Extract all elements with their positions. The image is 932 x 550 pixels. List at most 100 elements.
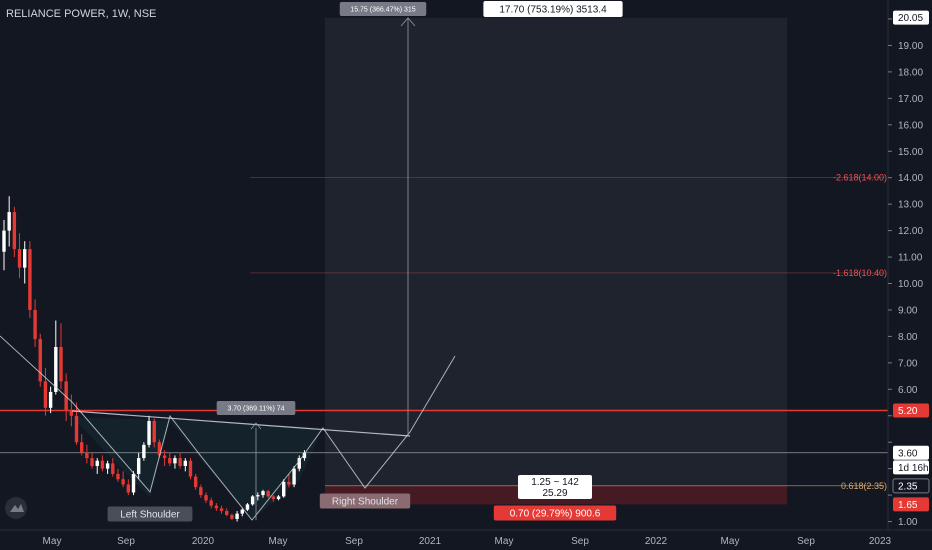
price-label: 20.05 xyxy=(898,13,923,24)
candle-body xyxy=(282,481,286,497)
candle-body xyxy=(287,481,291,485)
fib-label: 0.618(2.35) xyxy=(841,481,887,491)
candle-body xyxy=(261,491,265,496)
y-tick-label: 16.00 xyxy=(898,120,923,131)
candle-body xyxy=(12,212,17,250)
candle-body xyxy=(105,463,110,469)
target-box-label-bg xyxy=(483,1,623,17)
left-shoulder-label: Left Shoulder xyxy=(120,510,180,521)
fib-label: -2.618(14.00) xyxy=(833,173,887,183)
x-tick-label: Sep xyxy=(571,536,589,547)
drawing-background-layer xyxy=(72,17,787,521)
candle-body xyxy=(256,495,260,497)
candle-body xyxy=(240,509,244,514)
y-tick-label: 12.00 xyxy=(898,226,923,237)
y-tick-label: 18.00 xyxy=(898,67,923,78)
head-shoulders-path xyxy=(0,335,456,521)
candle-body xyxy=(162,455,167,459)
y-tick-label: 13.00 xyxy=(898,200,923,211)
price-label-bg xyxy=(892,478,930,494)
candle-body xyxy=(95,460,99,467)
y-tick-label: 14.00 xyxy=(898,173,923,184)
stop-box-label: 0.70 (29.79%) 900.6 xyxy=(510,509,601,520)
candle-body xyxy=(17,249,22,268)
x-tick-label: May xyxy=(495,536,514,547)
candle-body xyxy=(245,504,250,510)
candle-body xyxy=(276,496,281,500)
price-label: 2.35 xyxy=(898,481,918,492)
candle-body xyxy=(116,473,120,480)
logo-mark xyxy=(10,504,24,512)
y-tick-label: 7.00 xyxy=(898,358,918,369)
candle-body xyxy=(69,410,74,416)
right-shoulder-label: Right Shoulder xyxy=(332,497,399,508)
y-tick-label: 8.00 xyxy=(898,332,918,343)
candle-body xyxy=(178,458,182,467)
entry-label-line1: 1.25 ~ 142 xyxy=(531,477,579,488)
candle-body xyxy=(183,460,187,467)
y-tick-label: 9.00 xyxy=(898,305,918,316)
price-label-bg xyxy=(893,460,929,475)
candle-body xyxy=(64,381,68,411)
target-box-label: 17.70 (753.19%) 3513.4 xyxy=(499,5,607,16)
candle-body xyxy=(173,458,177,464)
candle-body xyxy=(168,458,172,464)
grid-layer: -2.618(14.00) -1.618(10.40) 0.618(2.35) xyxy=(0,173,888,491)
candle-body xyxy=(209,500,213,506)
candle-body xyxy=(48,391,53,408)
x-tick-label: Sep xyxy=(345,536,363,547)
candle-body xyxy=(100,460,105,469)
candle-body xyxy=(214,505,219,509)
y-tick-label: 10.00 xyxy=(898,279,923,290)
candle-body xyxy=(59,346,63,382)
left-shoulder-label-bg xyxy=(107,506,193,522)
candle-body xyxy=(188,460,193,477)
stop-box-label-bg xyxy=(493,505,617,521)
x-tick-label: 2023 xyxy=(869,536,892,547)
candle-body xyxy=(74,415,79,443)
candle-body xyxy=(199,487,203,496)
price-label: 1.65 xyxy=(898,500,918,511)
price-label: 3.60 xyxy=(898,448,918,459)
candle-body xyxy=(80,442,84,453)
candle-body xyxy=(302,452,307,459)
candle-body xyxy=(33,309,37,340)
target-move-label-bg xyxy=(339,2,427,16)
candle-body xyxy=(136,458,141,474)
neck-move-label: 3.70 (369.11%) 74 xyxy=(227,405,284,412)
y-tick-label: 1.00 xyxy=(898,517,918,528)
candle-body xyxy=(204,495,208,501)
price-label: 1d 16h xyxy=(898,463,929,474)
entry-label-line2: 25.29 xyxy=(542,488,567,499)
target-arrow-head xyxy=(400,17,416,27)
candle-body xyxy=(131,473,136,493)
candle-body xyxy=(250,496,255,505)
candle-body xyxy=(23,249,27,268)
y-tick-label: 15.00 xyxy=(898,147,923,158)
target-move-label: 15.75 (366.47%) 315 xyxy=(350,6,415,13)
x-tick-label: 2020 xyxy=(192,536,215,547)
candle-body xyxy=(230,514,234,519)
candle-body xyxy=(235,513,239,519)
candle-body xyxy=(85,452,89,459)
x-tick-label: Sep xyxy=(117,536,135,547)
candle-body xyxy=(90,458,94,467)
y-tick-label: 11.00 xyxy=(898,253,923,264)
candle-body xyxy=(38,339,42,382)
candle-body xyxy=(43,381,48,408)
candle-body xyxy=(2,230,6,252)
candle-body xyxy=(152,421,156,443)
y-tick-label: 17.00 xyxy=(898,94,923,105)
candle-body xyxy=(266,491,270,497)
price-label-bg xyxy=(893,497,929,512)
chart-title: RELIANCE POWER, 1W, NSE xyxy=(6,8,157,20)
candle-body xyxy=(142,444,146,459)
candle-body xyxy=(28,249,32,310)
neck-arrow-head xyxy=(250,422,262,430)
right-shoulder-label-bg xyxy=(319,493,411,509)
neckline xyxy=(71,410,411,437)
candle-body xyxy=(126,484,131,493)
price-label-bg xyxy=(893,403,929,418)
